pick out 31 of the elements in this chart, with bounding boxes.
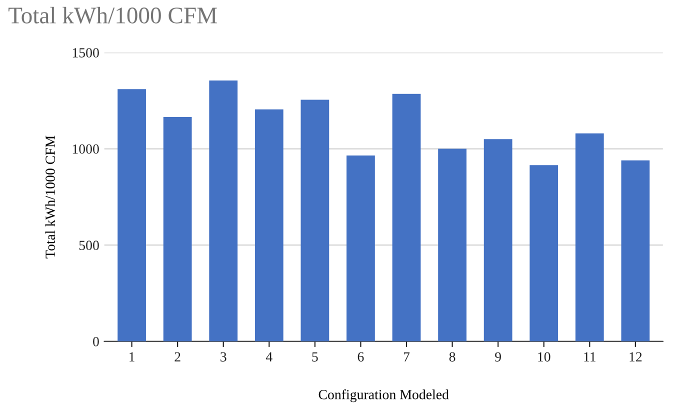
y-tick-label: 1500 xyxy=(72,48,99,58)
bar xyxy=(621,160,650,342)
x-tick-label: 2 xyxy=(174,352,180,362)
bar xyxy=(254,109,284,342)
x-tick-label: 9 xyxy=(495,352,501,362)
x-tick-label: 7 xyxy=(404,352,410,362)
x-tick-label: 6 xyxy=(358,352,364,362)
x-tick-label: 12 xyxy=(630,352,642,362)
x-tick-label: 8 xyxy=(449,352,456,362)
bar xyxy=(346,156,375,342)
x-axis-title: Configuration Modeled xyxy=(318,389,449,402)
bar xyxy=(300,100,330,342)
y-tick-label: 500 xyxy=(79,240,99,250)
y-tick-label: 1000 xyxy=(72,144,99,154)
bar xyxy=(530,165,558,342)
bar xyxy=(209,80,238,342)
bar xyxy=(392,94,421,342)
bar xyxy=(163,117,192,342)
bar xyxy=(575,133,604,342)
x-tick-label: 5 xyxy=(312,352,318,362)
y-axis-title: Total kWh/1000 CFM xyxy=(45,136,56,258)
bar xyxy=(118,89,146,342)
x-tick-label: 11 xyxy=(584,352,596,362)
y-tick-label: 0 xyxy=(93,336,99,346)
x-tick-label: 3 xyxy=(220,352,226,362)
bar xyxy=(484,139,512,342)
bar xyxy=(438,148,466,342)
x-tick-label: 1 xyxy=(130,352,134,362)
x-tick-label: 10 xyxy=(538,352,550,362)
x-tick-label: 4 xyxy=(266,352,272,362)
chart-title: Total kWh/1000 CFM xyxy=(8,6,217,24)
